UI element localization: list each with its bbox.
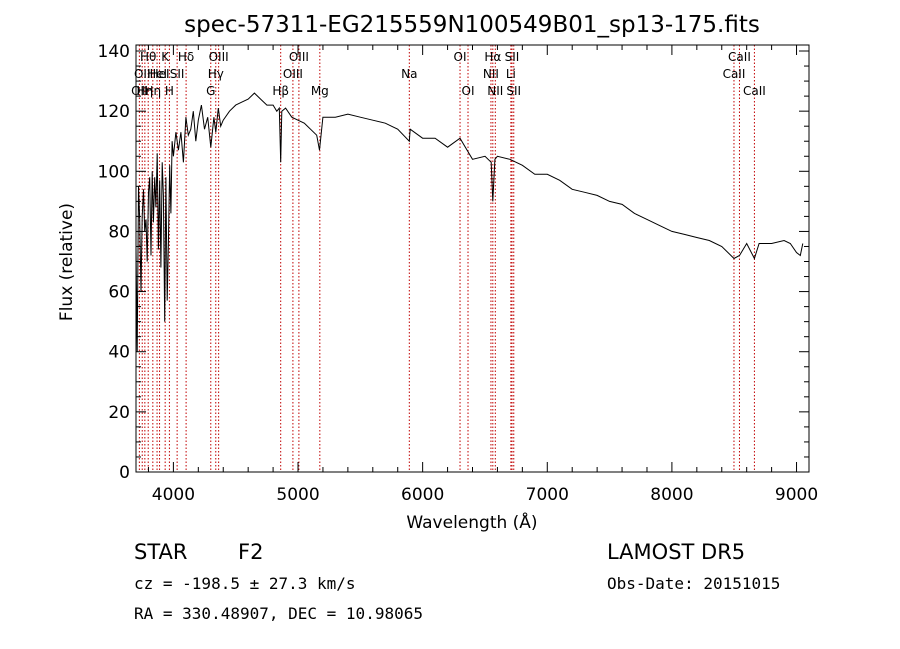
- y-axis: 0 20 40 60 80 100 120 140: [98, 42, 809, 483]
- line-label: H: [165, 84, 174, 98]
- line-label: K: [161, 50, 170, 64]
- line-label: CaII: [743, 84, 766, 98]
- line-label: Hδ: [178, 50, 194, 64]
- line-label: Hα: [484, 50, 501, 64]
- line-label: NII: [487, 84, 503, 98]
- x-tick-label: 4000: [152, 485, 195, 505]
- x-axis-label: Wavelength (Å): [406, 511, 537, 533]
- line-label: Hθ: [140, 50, 156, 64]
- line-label: OI: [454, 50, 467, 64]
- line-label: Hη: [145, 84, 162, 98]
- line-label: Mg: [311, 84, 329, 98]
- line-label: OIII: [209, 50, 229, 64]
- coordinates-text: RA = 330.48907, DEC = 10.98065: [134, 604, 423, 623]
- y-axis-label: Flux (relative): [57, 203, 77, 321]
- y-tick-label: 80: [108, 222, 130, 242]
- line-label: OIII: [283, 67, 303, 81]
- object-subclass: F2: [238, 540, 264, 564]
- line-label: HeI: [150, 67, 170, 81]
- x-tick-label: 6000: [401, 485, 444, 505]
- x-tick-label: 7000: [526, 485, 569, 505]
- line-label: SII: [506, 84, 521, 98]
- y-tick-label: 0: [119, 463, 130, 483]
- line-label: OI: [462, 84, 475, 98]
- chart-title: spec-57311-EG215559N100549B01_sp13-175.f…: [184, 12, 760, 38]
- line-label: OII: [131, 84, 148, 98]
- line-label: Li: [506, 67, 516, 81]
- line-label: Hβ: [272, 84, 289, 98]
- y-tick-label: 120: [98, 102, 130, 122]
- x-axis: 4000 5000 6000 7000 8000 9000: [147, 45, 818, 505]
- line-label: SII: [170, 67, 185, 81]
- line-label: SII: [505, 50, 520, 64]
- plot-frame: [135, 44, 810, 473]
- line-label: HeI: [147, 67, 167, 81]
- y-tick-label: 20: [108, 403, 130, 423]
- line-label: Na: [401, 67, 417, 81]
- line-label: NII: [483, 67, 499, 81]
- line-label: Hγ: [208, 67, 224, 81]
- line-label-group: OIIOIIHηHθHηHeIHeIKHSIIHδGHγOIIIHβOIIIOI…: [131, 50, 766, 98]
- x-tick-label: 5000: [276, 485, 319, 505]
- object-class: STAR: [134, 540, 188, 564]
- obs-date-text: Obs-Date: 20151015: [607, 574, 781, 593]
- y-tick-label: 60: [108, 283, 130, 303]
- line-label: G: [206, 84, 215, 98]
- x-tick-label: 8000: [650, 485, 693, 505]
- line-label: OII: [134, 67, 151, 81]
- line-label: OIII: [289, 50, 309, 64]
- redshift-text: cz = -198.5 ± 27.3 km/s: [134, 574, 356, 593]
- survey-name: LAMOST DR5: [607, 540, 746, 564]
- y-tick-label: 100: [98, 162, 130, 182]
- x-tick-label: 9000: [775, 485, 818, 505]
- line-label: Hη: [137, 84, 154, 98]
- spectrum-line: [135, 92, 804, 352]
- line-label: CaII: [723, 67, 746, 81]
- line-label: CaII: [728, 50, 751, 64]
- y-tick-label: 140: [98, 42, 130, 62]
- y-tick-label: 40: [108, 343, 130, 363]
